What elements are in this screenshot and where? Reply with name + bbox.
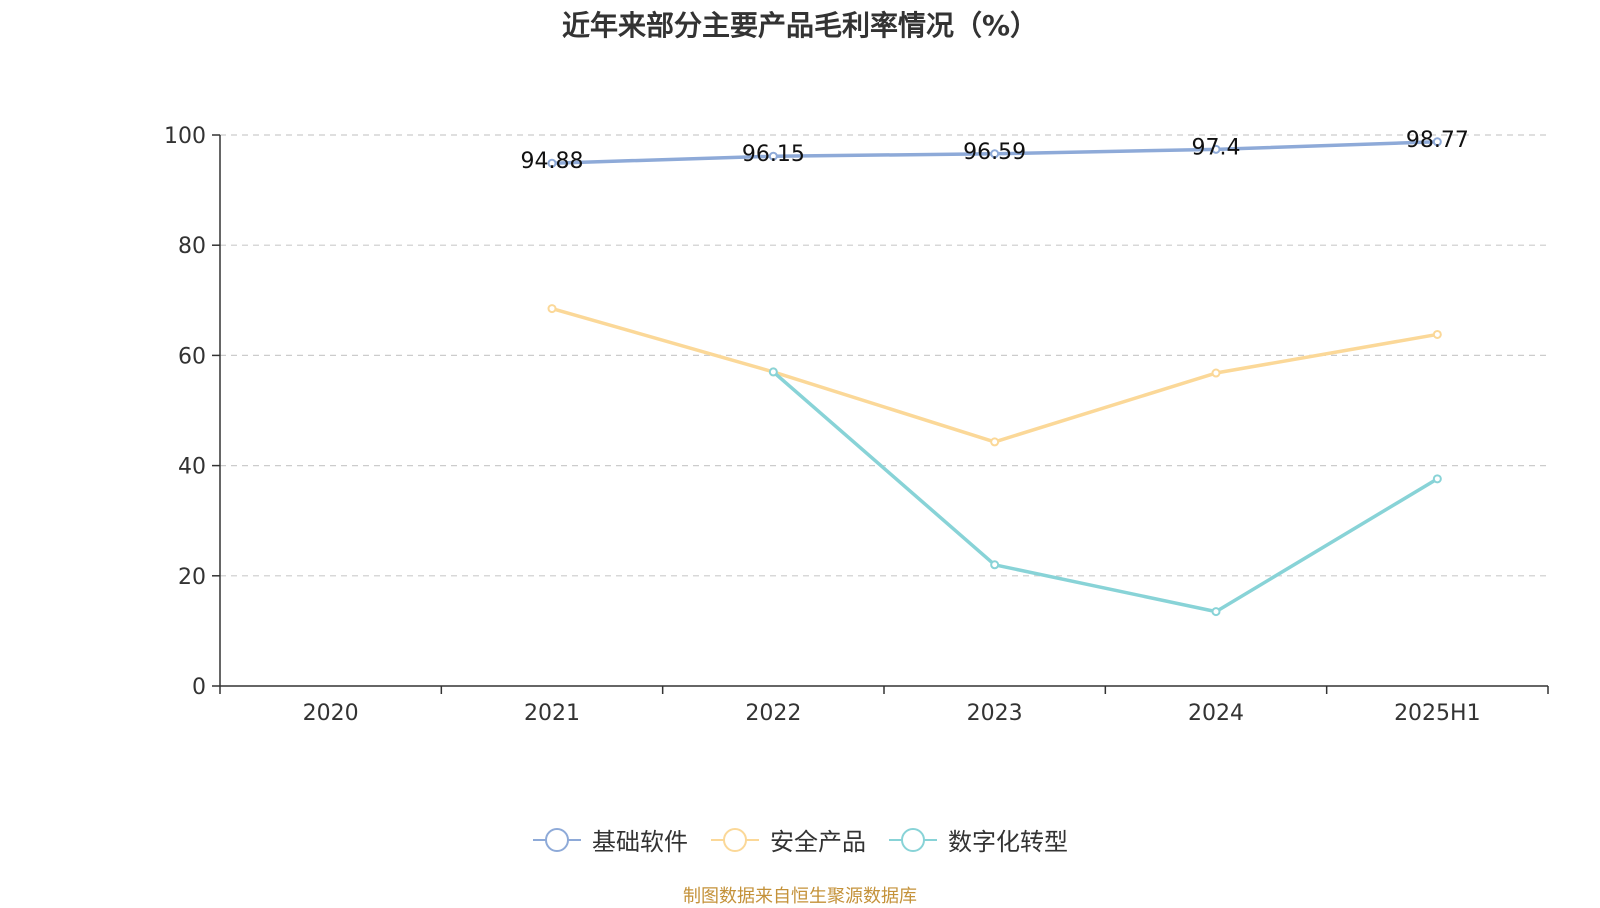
legend-item[interactable]: 数字化转型: [888, 822, 1068, 857]
data-point: [1211, 144, 1221, 154]
chart-title: 近年来部分主要产品毛利率情况（%）: [561, 9, 1039, 42]
x-tick-label: 2020: [303, 701, 359, 726]
series-line: [772, 370, 1439, 614]
y-tick-label: 40: [178, 455, 206, 480]
legend-label: 安全产品: [770, 828, 866, 856]
series-line: [551, 306, 1438, 444]
data-label: 98.77: [1406, 128, 1469, 153]
y-tick-label: 80: [178, 234, 206, 259]
y-tick-label: 20: [178, 565, 206, 590]
axes: 0 20 40 60 80 100 2020 2021 2022 2023 2024 2025H1: [164, 124, 1549, 726]
data-point: [1432, 474, 1442, 484]
data-point: [990, 149, 1000, 159]
series-lines: [547, 137, 1442, 617]
data-point: [768, 367, 778, 377]
data-label: 96.15: [742, 142, 805, 167]
y-tick-label: 0: [192, 675, 206, 700]
data-point: [1432, 329, 1442, 339]
data-label: 94.88: [521, 149, 584, 174]
data-point: [1211, 368, 1221, 378]
data-point: [547, 304, 557, 314]
data-point: [1432, 137, 1442, 147]
x-tick-label: 2022: [745, 701, 801, 726]
data-point: [768, 151, 778, 161]
legend-item[interactable]: 基础软件: [532, 822, 688, 857]
legend-marker-icon: [889, 827, 937, 852]
x-tick-label: 2021: [524, 701, 580, 726]
legend-item[interactable]: 安全产品: [710, 822, 866, 857]
data-point: [990, 560, 1000, 570]
source-note: 制图数据来自恒生聚源数据库: [683, 886, 917, 907]
y-tick-label: 100: [164, 124, 206, 149]
legend-marker-icon: [711, 827, 759, 852]
legend-label: 数字化转型: [948, 828, 1068, 856]
legend: 基础软件 安全产品 数字化转型: [0, 822, 1600, 857]
data-point: [547, 158, 557, 168]
x-tick-label: 2025H1: [1394, 701, 1481, 726]
data-labels: 94.88 96.15 96.59 97.4 98.77: [521, 128, 1469, 174]
grid-lines: [220, 134, 1548, 577]
legend-marker-icon: [533, 827, 581, 852]
data-label: 96.59: [963, 140, 1026, 165]
x-tick-label: 2023: [967, 701, 1023, 726]
data-point: [1211, 607, 1221, 617]
data-label: 97.4: [1192, 135, 1241, 160]
x-tick-label: 2024: [1188, 701, 1244, 726]
legend-label: 基础软件: [592, 828, 688, 856]
data-point: [990, 437, 1000, 447]
y-tick-label: 60: [178, 344, 206, 369]
